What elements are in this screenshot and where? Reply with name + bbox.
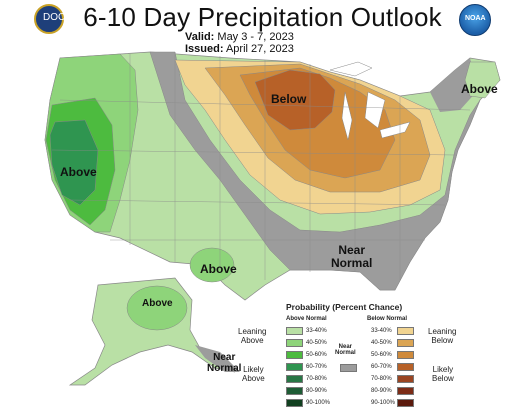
- legend-near-head-1: Near: [338, 344, 352, 350]
- legend-leaning-above-1: Leaning: [238, 327, 267, 336]
- label-above-alaska: Above: [142, 298, 173, 309]
- legend-below-swatch: [397, 387, 414, 395]
- legend-above-swatch: [286, 375, 303, 383]
- legend-near-head-2: Normal: [335, 350, 356, 356]
- noaa-logo-text: NOAA: [465, 15, 486, 22]
- label-above-northeast: Above: [461, 82, 498, 96]
- above-40-texas: [189, 247, 235, 283]
- label-near-normal-alaska: Near Normal: [207, 352, 241, 374]
- legend-above-swatch: [286, 363, 303, 371]
- legend-near-swatch: [340, 364, 357, 372]
- legend-above-label: 50-60%: [306, 352, 327, 358]
- legend-below-label: 60-70%: [371, 364, 392, 370]
- label-below-midwest: Below: [271, 92, 307, 106]
- legend-below-label: 33-40%: [371, 328, 392, 334]
- near-normal-northeast: [430, 58, 478, 112]
- legend-likely-below: Likely Below: [432, 365, 454, 383]
- legend-above-label: 70-80%: [306, 376, 327, 382]
- legend-leaning-below-1: Leaning: [428, 327, 457, 336]
- issued-label: Issued:: [185, 43, 224, 55]
- noaa-logo: NOAA: [459, 4, 491, 36]
- legend-likely-above-2: Above: [242, 374, 265, 383]
- legend-below-label: 50-60%: [371, 352, 392, 358]
- legend-below-swatch: [397, 363, 414, 371]
- legend-below-swatch: [397, 327, 414, 335]
- label-near-ak-2: Normal: [207, 363, 242, 374]
- great-lakes: [329, 61, 411, 141]
- legend-above-swatch: [286, 327, 303, 335]
- legend-likely-below-1: Likely: [432, 365, 454, 374]
- legend-likely-above: Likely Above: [242, 365, 265, 383]
- issued-value: April 27, 2023: [225, 43, 294, 55]
- legend-above-swatch: [286, 351, 303, 359]
- above-northeast: [464, 61, 501, 99]
- issued-line: Issued: April 27, 2023: [185, 43, 294, 55]
- alaska-near-normal-panhandle: [195, 345, 240, 372]
- legend-near-head: Near Normal: [335, 344, 356, 356]
- legend-leaning-below: Leaning Below: [428, 327, 456, 345]
- legend-above-label: 33-40%: [306, 328, 327, 334]
- state-lines: [51, 52, 471, 280]
- below-60-region: [254, 69, 336, 131]
- legend-likely-below-2: Below: [432, 374, 454, 383]
- legend-below-swatch: [397, 375, 414, 383]
- legend-likely-above-1: Likely: [243, 365, 264, 374]
- doc-seal-text: DOC: [43, 12, 66, 23]
- label-above-texas: Above: [200, 262, 237, 276]
- valid-value: May 3 - 7, 2023: [217, 31, 294, 43]
- label-near-se-2: Normal: [331, 256, 373, 270]
- label-near-ak-1: Near: [213, 352, 236, 363]
- legend-above-label: 60-70%: [306, 364, 327, 370]
- above-60-west: [49, 119, 99, 206]
- valid-label: Valid:: [185, 31, 215, 43]
- legend-leaning-above-2: Above: [240, 336, 264, 345]
- valid-line: Valid: May 3 - 7, 2023: [185, 31, 294, 43]
- legend-title: Probability (Percent Chance): [286, 302, 403, 312]
- label-near-se-1: Near: [338, 243, 366, 257]
- legend-below-swatch: [397, 351, 414, 359]
- near-normal-region: [149, 51, 481, 291]
- legend-leaning-below-2: Below: [431, 336, 454, 345]
- legend-above-swatch: [286, 387, 303, 395]
- legend-below-swatch: [397, 339, 414, 347]
- legend-above-label: 40-50%: [306, 340, 327, 346]
- legend-above-swatch: [286, 339, 303, 347]
- label-above-west: Above: [60, 165, 97, 179]
- legend-above-label: 90-100%: [306, 400, 331, 406]
- legend-below-swatch: [397, 399, 414, 407]
- label-near-normal-southeast: Near Normal: [331, 244, 372, 270]
- legend-below-label: 40-50%: [371, 340, 392, 346]
- legend-above-swatch: [286, 399, 303, 407]
- page-title: 6-10 Day Precipitation Outlook: [83, 2, 442, 32]
- legend-below-head: Below Normal: [367, 316, 408, 322]
- probability-legend: Probability (Percent Chance) Above Norma…: [232, 300, 522, 407]
- legend-below-label: 70-80%: [371, 376, 392, 382]
- alaska-shape: [68, 277, 236, 386]
- above-40-alaska: [126, 285, 188, 331]
- legend-above-label: 80-90%: [306, 388, 327, 394]
- legend-below-label: 80-90%: [371, 388, 392, 394]
- legend-below-label: 90-100%: [371, 400, 396, 406]
- legend-above-head: Above Normal: [286, 316, 327, 322]
- legend-leaning-above: Leaning Above: [238, 327, 266, 345]
- doc-seal-logo: DOC: [34, 4, 66, 34]
